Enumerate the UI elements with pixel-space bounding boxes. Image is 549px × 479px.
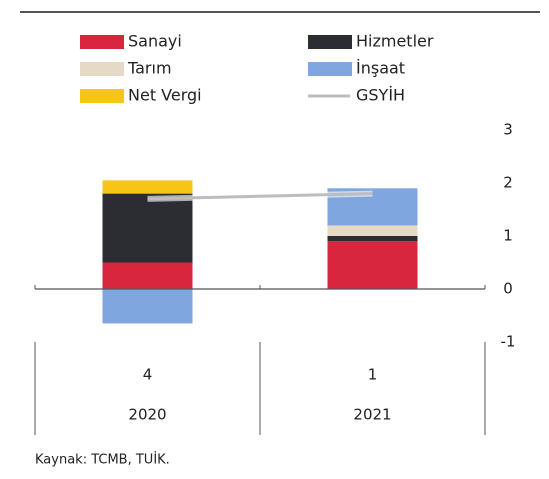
bar-segment bbox=[327, 241, 418, 289]
bar-segment bbox=[102, 180, 193, 194]
bar-segment bbox=[102, 289, 193, 324]
legend-label: GSYİH bbox=[356, 86, 405, 105]
legend-swatch bbox=[80, 35, 124, 49]
legend-label: Sanayi bbox=[128, 32, 182, 51]
y-tick-label: 1 bbox=[503, 227, 513, 245]
y-tick-label: 3 bbox=[503, 121, 513, 139]
y-tick-label: 0 bbox=[503, 280, 513, 298]
bar-segment bbox=[102, 193, 193, 263]
source: Kaynak: TCMB, TUİK. bbox=[35, 452, 170, 468]
legend-swatch bbox=[80, 62, 124, 76]
bar-segment bbox=[327, 225, 418, 236]
legend-label: Net Vergi bbox=[128, 86, 202, 105]
legend-label: İnşaat bbox=[356, 59, 405, 78]
x-tick-label: 4 bbox=[143, 366, 153, 384]
y-tick-label: 2 bbox=[503, 174, 513, 192]
x-group-label: 2020 bbox=[128, 406, 166, 424]
y-tick-label: -1 bbox=[501, 333, 516, 351]
legend-swatch bbox=[308, 62, 352, 76]
bar-segment bbox=[102, 262, 193, 289]
line bbox=[147, 192, 373, 201]
x-tick-label: 1 bbox=[368, 366, 378, 384]
legend-swatch bbox=[80, 89, 124, 103]
legend-label: Tarım bbox=[127, 59, 172, 78]
bar-segment bbox=[327, 236, 418, 242]
legend-swatch bbox=[308, 35, 352, 49]
legend-label: Hizmetler bbox=[356, 32, 434, 51]
x-group-label: 2021 bbox=[353, 406, 391, 424]
